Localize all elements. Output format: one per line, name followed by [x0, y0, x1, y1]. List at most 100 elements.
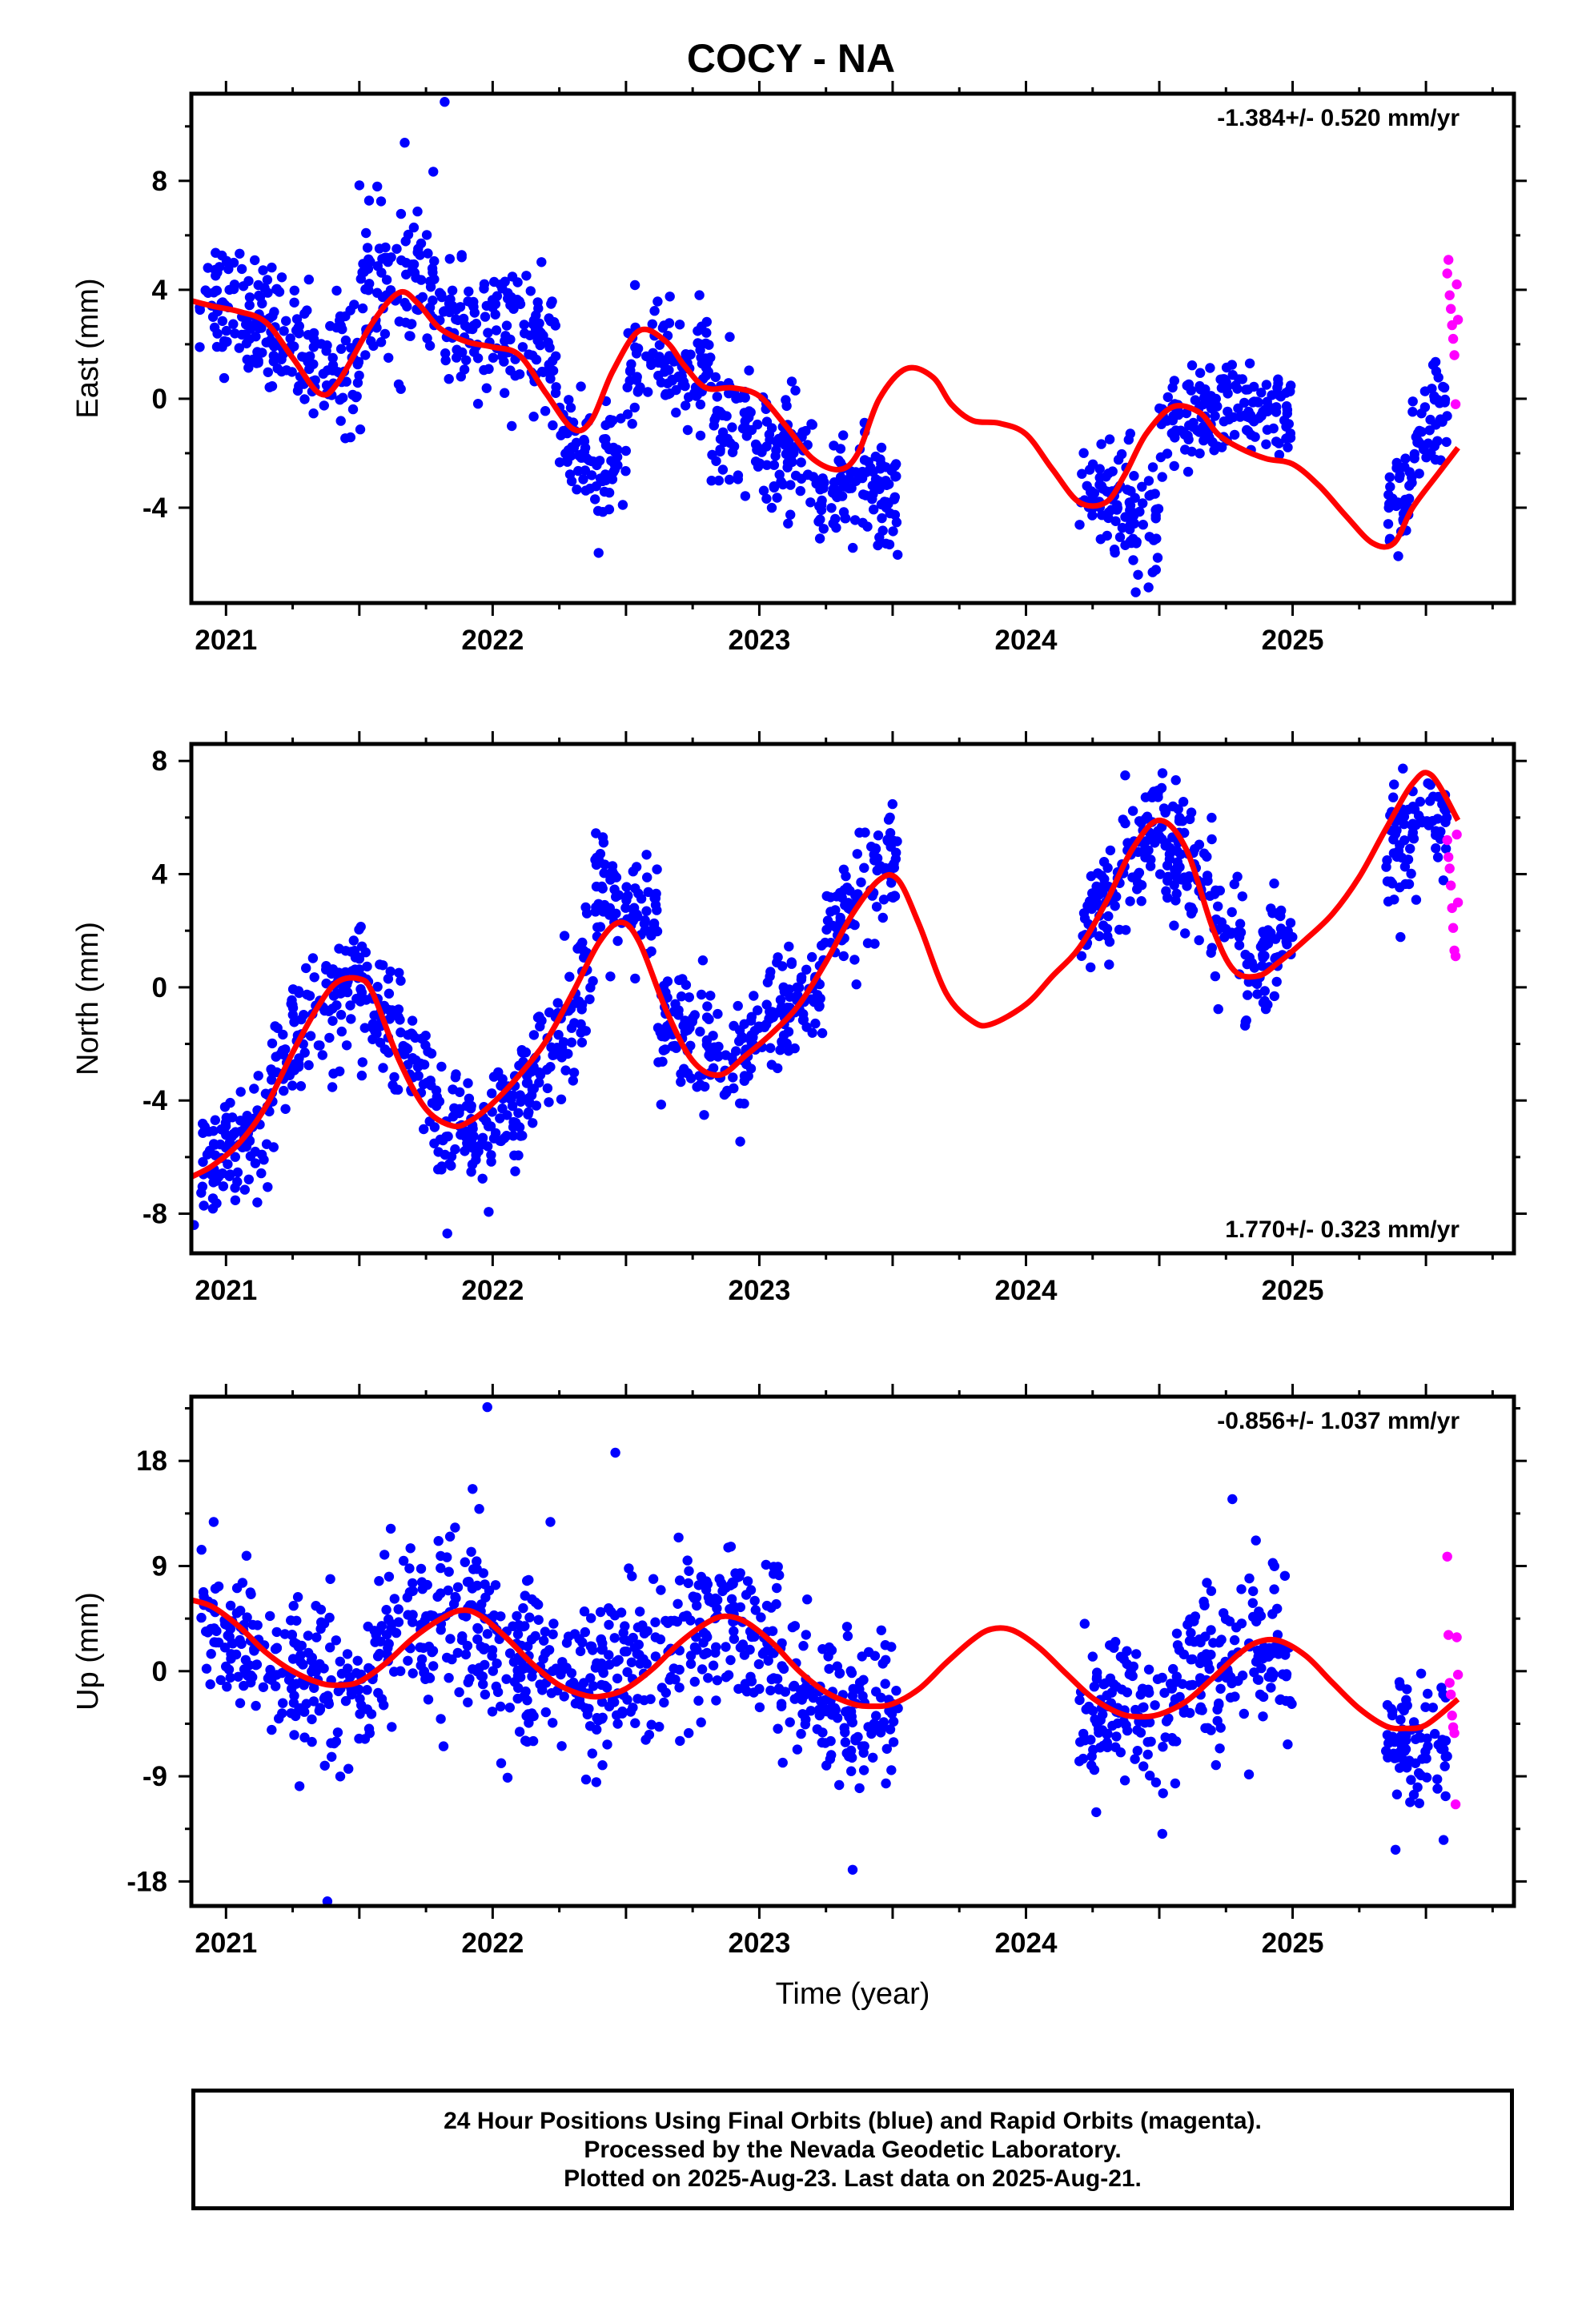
- final-point: [1125, 896, 1135, 907]
- final-point: [1170, 775, 1181, 786]
- final-point: [859, 455, 870, 465]
- final-point: [279, 326, 289, 336]
- final-point: [492, 1687, 504, 1698]
- final-point: [286, 1615, 296, 1626]
- final-point: [515, 1090, 525, 1100]
- y-tick-label: -8: [143, 1199, 167, 1230]
- final-point: [692, 1600, 702, 1611]
- final-point: [1135, 1727, 1146, 1738]
- final-point: [1427, 1703, 1439, 1713]
- final-point: [753, 1021, 764, 1031]
- final-point: [1104, 936, 1115, 947]
- final-point: [553, 1030, 564, 1040]
- final-point: [303, 1059, 314, 1071]
- final-point: [689, 1676, 700, 1687]
- final-point: [857, 1691, 868, 1702]
- final-point: [630, 883, 640, 894]
- final-point: [588, 975, 598, 987]
- final-point: [878, 895, 889, 905]
- final-point: [1112, 1718, 1123, 1729]
- final-point: [704, 340, 714, 350]
- final-point: [1086, 962, 1096, 973]
- final-point: [715, 446, 725, 457]
- final-point: [1259, 951, 1270, 961]
- final-point: [1081, 1704, 1091, 1715]
- final-point: [578, 474, 588, 485]
- final-point: [512, 1629, 524, 1639]
- final-point: [375, 1037, 386, 1048]
- final-point: [1210, 411, 1220, 421]
- panel-up: 2021 2022 2023 2024 2025 -18 -9 0 9 18 Up (mm) Time…: [71, 1384, 1527, 2011]
- final-point: [669, 1040, 681, 1051]
- final-point: [265, 1610, 275, 1622]
- final-point: [199, 1200, 209, 1211]
- rapid-point: [1449, 1727, 1460, 1739]
- final-point: [652, 905, 662, 915]
- final-point: [1092, 1667, 1102, 1678]
- final-point: [1408, 834, 1419, 844]
- final-point: [579, 451, 589, 461]
- final-point: [881, 462, 891, 472]
- final-point: [654, 1722, 665, 1732]
- final-point: [564, 395, 574, 405]
- final-point: [375, 196, 387, 207]
- final-point: [580, 1626, 590, 1638]
- final-point: [338, 392, 348, 403]
- final-point: [795, 485, 805, 497]
- final-point: [757, 447, 767, 457]
- final-point: [1103, 911, 1114, 922]
- final-point: [403, 229, 414, 240]
- final-point: [600, 1680, 610, 1691]
- final-point: [621, 882, 632, 892]
- final-point: [359, 1734, 371, 1744]
- final-point: [829, 1703, 841, 1714]
- final-point: [800, 1719, 810, 1730]
- final-point: [866, 1728, 877, 1739]
- final-point: [452, 1647, 463, 1659]
- final-point: [881, 1655, 891, 1665]
- final-point: [234, 343, 244, 353]
- final-point: [212, 267, 223, 278]
- final-point: [661, 1030, 672, 1040]
- final-point: [579, 1606, 590, 1617]
- final-point: [729, 1626, 739, 1637]
- final-point: [374, 1576, 384, 1586]
- final-point: [1074, 1695, 1085, 1706]
- final-point: [272, 1023, 283, 1034]
- final-point: [218, 1181, 229, 1192]
- final-point: [642, 872, 652, 883]
- final-point: [665, 292, 675, 302]
- final-point: [884, 479, 894, 489]
- final-point: [733, 470, 744, 480]
- final-point: [821, 1760, 832, 1771]
- final-point: [454, 1108, 464, 1119]
- final-point: [383, 352, 394, 363]
- final-point: [429, 1122, 440, 1132]
- final-point: [1131, 538, 1142, 549]
- final-point: [611, 891, 621, 903]
- final-point: [1415, 1770, 1426, 1781]
- final-point: [587, 1641, 597, 1652]
- final-point: [477, 1173, 488, 1184]
- final-point: [1390, 829, 1401, 839]
- final-point: [556, 1741, 567, 1751]
- final-point: [225, 1600, 236, 1611]
- final-point: [549, 1049, 560, 1060]
- final-point: [789, 1680, 800, 1691]
- final-point: [1249, 381, 1259, 392]
- final-point: [206, 1649, 216, 1659]
- final-point: [647, 319, 657, 329]
- final-point: [1082, 480, 1092, 491]
- final-point: [1104, 434, 1115, 444]
- final-point: [1161, 1716, 1172, 1727]
- final-point: [1140, 792, 1151, 802]
- final-point: [518, 1621, 529, 1632]
- final-point: [556, 430, 566, 440]
- final-point: [433, 1164, 444, 1175]
- final-point: [340, 946, 351, 956]
- final-point: [496, 1758, 507, 1768]
- final-point: [604, 444, 615, 455]
- final-point: [869, 939, 880, 949]
- final-point: [394, 316, 404, 327]
- final-point: [247, 1619, 258, 1630]
